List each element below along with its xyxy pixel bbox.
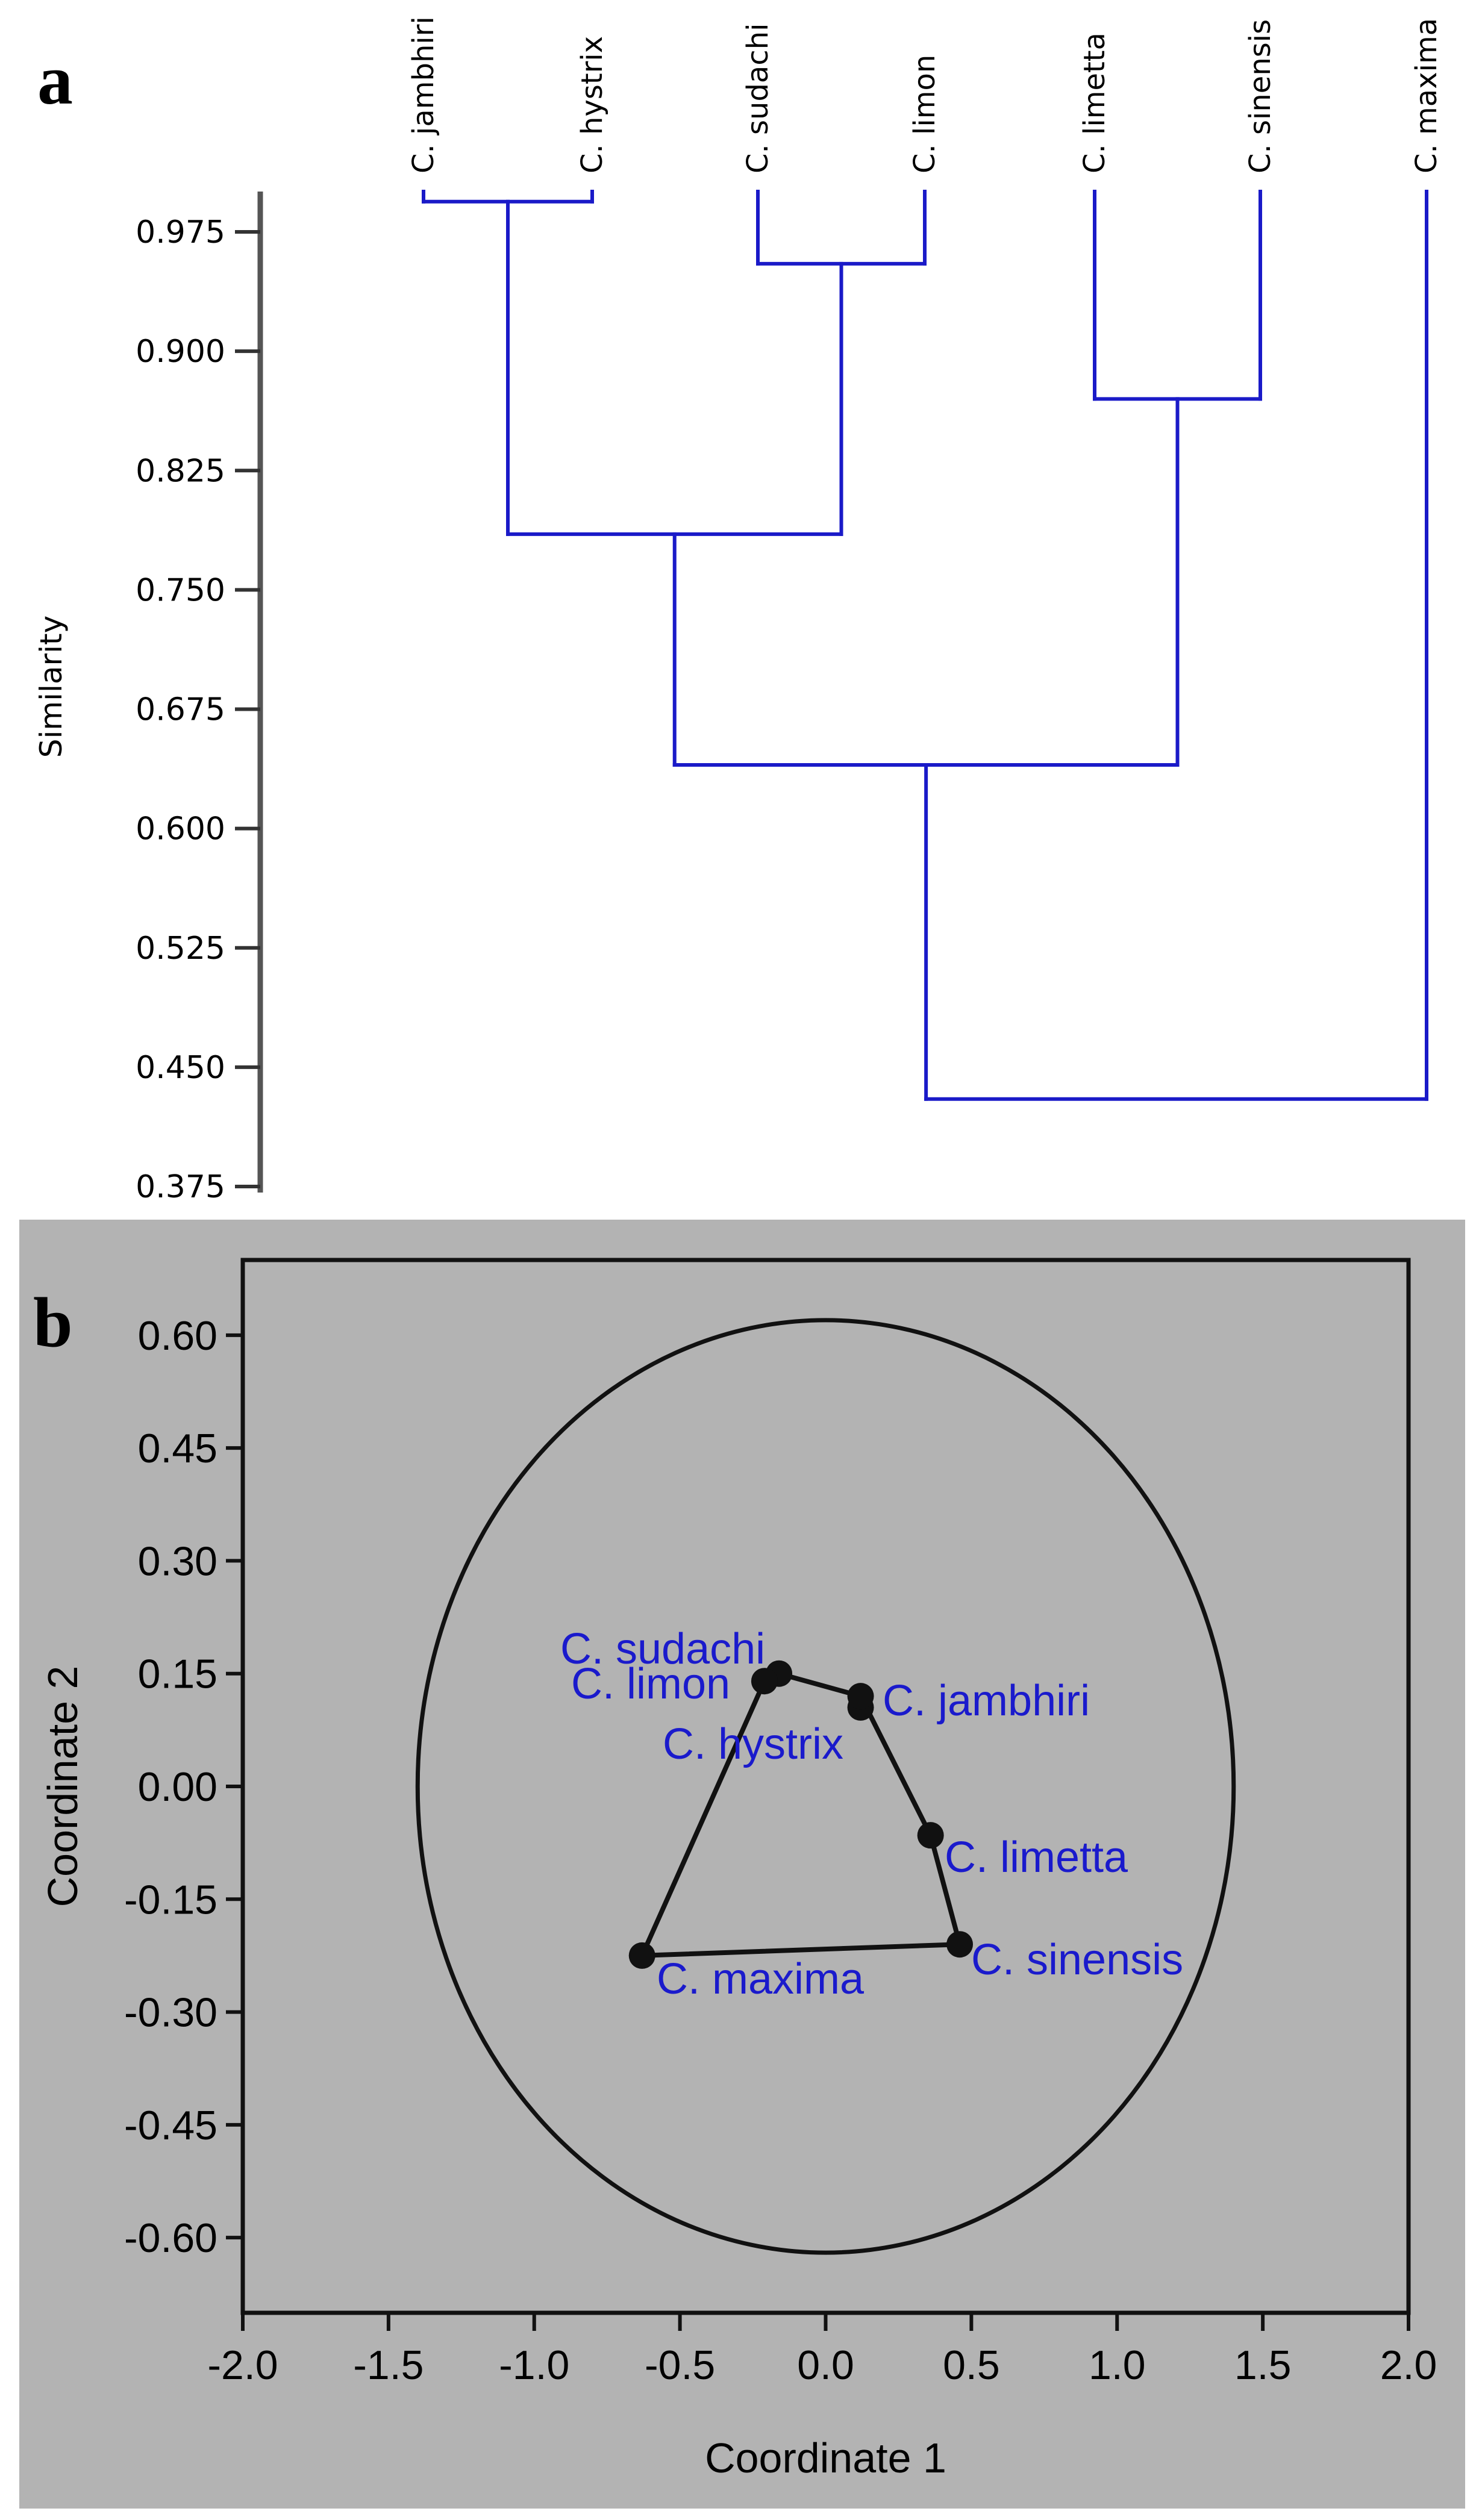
pcoa-x-ticks: -2.0 -1.5 -1.0 -0.5 0.0 0.5 1.0 1.5 2.0 bbox=[207, 2313, 1437, 2388]
dendrogram-y-axis-label: Similarity bbox=[34, 616, 69, 758]
dendrogram-leaf-labels: C. jambhiri C. hystrix C. sudachi C. limon C… bbox=[407, 16, 1443, 173]
leaf-label-c-sinensis: C. sinensis bbox=[1243, 19, 1277, 173]
leaf-label-c-maxima: C. maxima bbox=[1410, 18, 1443, 173]
pcoa-y-tick-label: -0.15 bbox=[124, 1877, 217, 1923]
point-c-sinensis bbox=[946, 1931, 974, 1958]
pcoa-x-tick-label: -2.0 bbox=[207, 2342, 278, 2388]
point-c-limetta bbox=[917, 1822, 944, 1849]
pcoa-x-tick-label: -1.5 bbox=[353, 2342, 424, 2388]
dendrogram-y-ticks: 0.975 0.900 0.825 0.750 0.675 0.600 0.525 0.450… bbox=[136, 214, 260, 1205]
pcoa-y-tick-label: 0.15 bbox=[138, 1651, 217, 1697]
dendrogram-branches bbox=[422, 190, 1428, 1101]
leaf-label-c-jambhiri: C. jambhiri bbox=[407, 16, 440, 173]
dendrogram-panel: a 0.975 0.900 0.825 0.750 0.675 0.600 0.525 0.4… bbox=[34, 16, 1443, 1205]
pcoa-y-tick-label: 0.30 bbox=[138, 1538, 217, 1584]
pcoa-x-tick-label: -1.0 bbox=[499, 2342, 569, 2388]
dendrogram-tick-label: 0.975 bbox=[136, 214, 225, 251]
pcoa-points bbox=[628, 1660, 974, 1969]
point-label-c-hystrix: C. hystrix bbox=[663, 1720, 843, 1768]
leaf-label-c-limon: C. limon bbox=[908, 55, 942, 173]
pcoa-x-tick-label: 0.0 bbox=[797, 2342, 854, 2388]
panel-b-letter: b bbox=[33, 1283, 73, 1362]
pcoa-y-tick-label: -0.45 bbox=[124, 2103, 217, 2148]
pcoa-y-tick-label: 0.00 bbox=[138, 1764, 217, 1810]
dendrogram-tick-label: 0.825 bbox=[136, 453, 225, 489]
point-label-c-sinensis: C. sinensis bbox=[971, 1936, 1183, 1984]
point-c-limon bbox=[751, 1668, 778, 1695]
pcoa-x-tick-label: 1.5 bbox=[1234, 2342, 1292, 2388]
pcoa-x-axis-label: Coordinate 1 bbox=[705, 2434, 946, 2481]
point-label-c-sudachi: C. sudachi bbox=[560, 1625, 765, 1673]
panel-a-letter: a bbox=[37, 40, 73, 119]
leaf-label-c-sudachi: C. sudachi bbox=[741, 23, 775, 174]
pcoa-x-tick-label: 1.0 bbox=[1089, 2342, 1146, 2388]
dendrogram-tick-label: 0.600 bbox=[136, 811, 225, 847]
pcoa-x-tick-label: -0.5 bbox=[645, 2342, 715, 2388]
leaf-label-c-limetta: C. limetta bbox=[1078, 33, 1112, 173]
pcoa-y-tick-label: 0.45 bbox=[138, 1426, 217, 1471]
pcoa-panel: b 0.60 0.45 0.30 0.15 0.00 -0.15 -0.30 -0.45 -0.… bbox=[19, 1220, 1465, 2509]
dendrogram-tick-label: 0.900 bbox=[136, 334, 225, 370]
dendrogram-tick-label: 0.450 bbox=[136, 1050, 225, 1086]
pcoa-x-tick-label: 2.0 bbox=[1380, 2342, 1437, 2388]
dendrogram-tick-label: 0.525 bbox=[136, 931, 225, 967]
point-label-c-limon: C. limon bbox=[571, 1660, 730, 1708]
pcoa-y-tick-label: -0.30 bbox=[124, 1990, 217, 2036]
dendrogram-tick-label: 0.375 bbox=[136, 1169, 225, 1205]
dendrogram-tick-label: 0.675 bbox=[136, 692, 225, 728]
pcoa-x-tick-label: 0.5 bbox=[943, 2342, 1000, 2388]
pcoa-y-tick-label: 0.60 bbox=[138, 1313, 217, 1359]
pcoa-y-tick-label: -0.60 bbox=[124, 2215, 217, 2261]
pcoa-y-ticks: 0.60 0.45 0.30 0.15 0.00 -0.15 -0.30 -0.45 -0.60 bbox=[124, 1313, 243, 2261]
point-label-c-maxima: C. maxima bbox=[657, 1955, 865, 2003]
dendrogram-tick-label: 0.750 bbox=[136, 572, 225, 608]
pcoa-background bbox=[19, 1220, 1465, 2509]
leaf-label-c-hystrix: C. hystrix bbox=[575, 36, 609, 173]
point-c-maxima bbox=[628, 1942, 655, 1969]
pcoa-y-axis-label: Coordinate 2 bbox=[39, 1666, 86, 1907]
point-label-c-jambhiri: C. jambhiri bbox=[883, 1677, 1090, 1725]
confidence-ellipse bbox=[415, 1318, 1236, 2255]
point-c-jambhiri bbox=[847, 1683, 874, 1710]
point-label-c-limetta: C. limetta bbox=[945, 1833, 1128, 1882]
